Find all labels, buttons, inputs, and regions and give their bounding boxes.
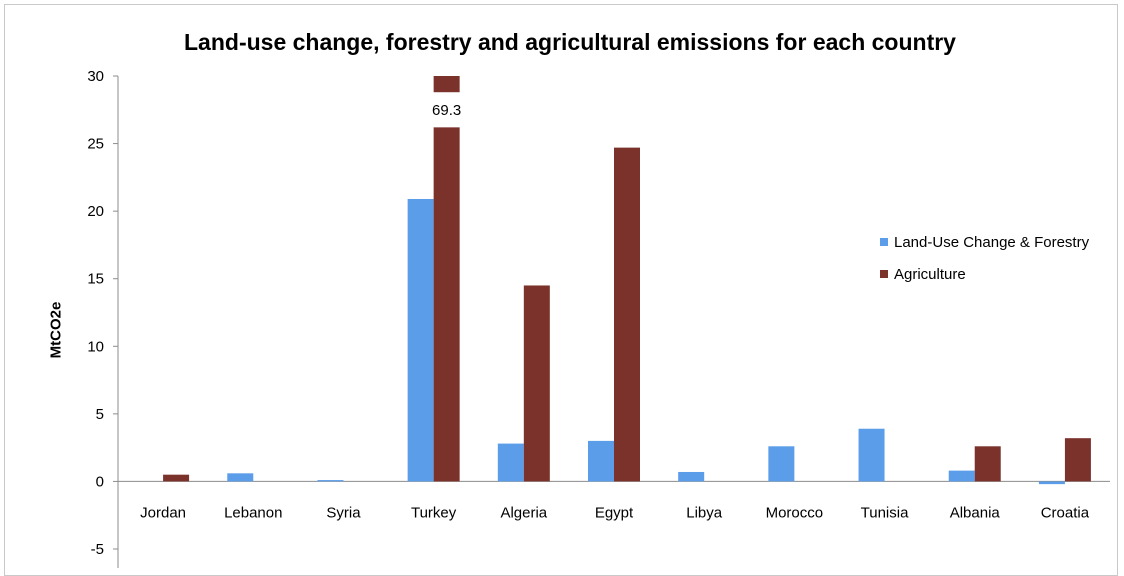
bar — [858, 428, 885, 482]
y-tick-label: 20 — [87, 203, 104, 220]
data-label: 69.3 — [432, 102, 461, 119]
bar — [974, 446, 1001, 482]
y-tick-label: -5 — [91, 541, 104, 558]
y-tick-label: 25 — [87, 136, 104, 153]
x-tick-label: Turkey — [411, 504, 457, 521]
x-tick-label: Croatia — [1041, 504, 1090, 521]
chart-frame — [4, 4, 1118, 576]
y-tick-label: 30 — [87, 68, 104, 85]
bar — [768, 446, 795, 482]
x-tick-label: Syria — [326, 504, 361, 521]
chart-title: Land-use change, forestry and agricultur… — [184, 29, 956, 55]
bar — [614, 147, 640, 482]
bar — [1038, 481, 1065, 485]
legend-item-agriculture: Agriculture — [880, 264, 1089, 284]
bar — [497, 443, 524, 482]
bar — [678, 471, 705, 482]
y-tick-label: 10 — [87, 338, 104, 355]
legend: Land-Use Change & Forestry Agriculture — [880, 232, 1089, 296]
bar — [227, 473, 254, 482]
legend-swatch-agriculture — [880, 270, 888, 278]
legend-label-agriculture: Agriculture — [894, 265, 966, 283]
bar — [317, 480, 344, 482]
x-tick-label: Algeria — [500, 504, 547, 521]
x-tick-label: Jordan — [140, 504, 186, 521]
bar — [407, 198, 434, 482]
x-tick-label: Libya — [686, 504, 723, 521]
y-tick-label: 15 — [87, 271, 104, 288]
y-tick-label: 5 — [96, 406, 104, 423]
bar — [1064, 438, 1091, 482]
legend-item-land-use: Land-Use Change & Forestry — [880, 232, 1089, 252]
x-tick-label: Albania — [950, 504, 1001, 521]
bar — [523, 285, 550, 482]
bar-break-gap — [431, 92, 462, 128]
x-tick-label: Tunisia — [861, 504, 909, 521]
bar — [433, 76, 460, 482]
x-tick-label: Egypt — [595, 504, 634, 521]
legend-label-land-use: Land-Use Change & Forestry — [894, 233, 1090, 251]
bar — [163, 474, 190, 482]
x-tick-label: Lebanon — [224, 504, 282, 521]
x-tick-label: Morocco — [766, 504, 824, 521]
legend-swatch-land-use — [880, 238, 888, 246]
y-tick-label: 0 — [96, 473, 104, 490]
bar — [948, 470, 975, 482]
bar — [588, 440, 614, 482]
